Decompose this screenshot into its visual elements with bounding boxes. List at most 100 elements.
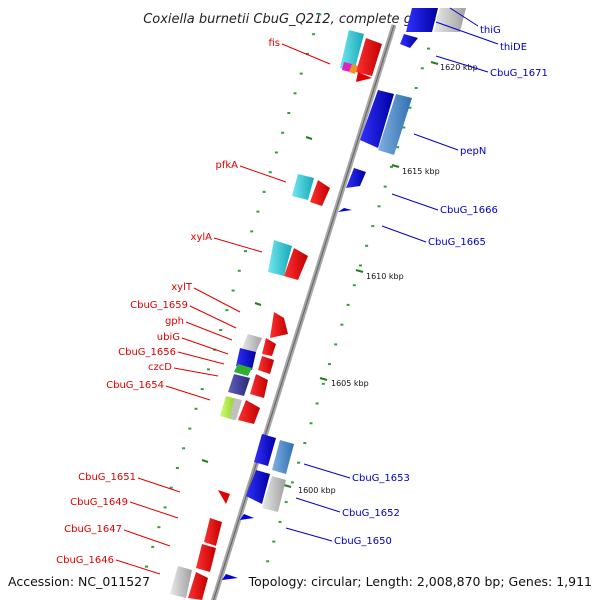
tick-mark [274,151,278,154]
gene-CbuG_1646-cog [170,566,192,598]
label-thiG: thiG [480,25,501,36]
tick-mark [371,225,375,228]
label-thiDE: thiDE [500,42,527,53]
tick-mark [231,289,235,292]
gene-CbuG_1649 [204,518,222,546]
label-CbuG_1652: CbuG_1652 [342,508,400,519]
tick-mark [256,210,260,213]
tick-mark [340,323,344,326]
label-CbuG_1653: CbuG_1653 [352,473,410,484]
gene-ubiG-cog [234,364,252,376]
label-ubiG: ubiG [157,332,180,343]
label-CbuG_1646: CbuG_1646 [56,555,114,566]
gene-pfkA [310,180,330,206]
gene-pfkA-cog [292,174,314,200]
gene-czcD-cog2 [230,398,242,420]
scale-label-1610: 1610 kbp [366,272,404,281]
tick-mark [206,368,210,371]
gene-CbuG_1654 [238,400,260,424]
label-CbuG_1665: CbuG_1665 [428,237,486,248]
tick-mark [200,388,204,391]
tick-mark [250,230,254,233]
tick-tracks [145,13,430,568]
gene-CbuG_1659 [262,338,276,356]
topology-text: Topology: circular; Length: 2,008,870 bp… [248,574,592,589]
gene-xylA [284,248,308,280]
tick-mark [321,382,325,385]
tick-mark [163,506,167,509]
tick-mark [328,363,331,366]
tick-mark [175,467,179,469]
gene-thiG [406,8,438,32]
forward-strand-genes [170,30,382,600]
gene-CbuG_1653 [254,434,276,466]
gene-thiDE [400,34,418,48]
reverse-strand-genes [222,8,466,580]
genome-backbone [210,24,397,600]
gene-CbuG_1652-cog [262,476,286,512]
tick-mark [299,72,303,75]
gene-fis-cog3 [349,64,358,74]
tick-mark [315,402,319,405]
scale-labels: 1620 kbp 1615 kbp 1610 kbp 1605 kbp 1600… [298,63,478,495]
label-xylT: xylT [171,282,193,293]
scale-label-1620: 1620 kbp [440,63,478,72]
tick-mark [352,284,356,287]
tick-mark [414,87,418,89]
tick-mark [219,329,223,331]
tick-mark [293,92,297,95]
scale-label-1605: 1605 kbp [331,379,369,388]
label-gph: gph [165,316,184,327]
gene-xylA-cog [268,240,292,276]
gene-fis-cog [340,30,364,72]
tick-mark [334,343,338,346]
label-CbuG_1647: CbuG_1647 [64,524,122,535]
gene-fis-b [356,72,372,82]
reverse-gene-labels: thiG thiDE CbuG_1671 pepN CbuG_1666 CbuG… [334,25,548,547]
gene-fis-cog2 [342,62,352,72]
label-CbuG_1654: CbuG_1654 [106,380,164,391]
tick-mark [383,185,387,188]
gene-fis [356,38,382,76]
gene-gph [258,356,274,374]
tick-mark [169,486,173,489]
tick-mark [290,481,294,484]
tick-mark [377,205,381,208]
tick-mark [262,190,266,193]
tick-mark [284,501,288,504]
gene-CbuG_1646 [188,572,208,600]
gene-CbuG_1656-cog [228,374,250,396]
tick-mark [312,33,316,36]
tick-mark [297,461,301,464]
label-CbuG_1651: CbuG_1651 [78,472,136,483]
label-pfkA: pfkA [216,160,239,171]
tick-mark [268,171,272,174]
tick-mark [281,131,285,134]
tick-mark [389,165,393,168]
label-CbuG_1656: CbuG_1656 [118,347,176,358]
label-pepN: pepN [460,146,486,157]
tick-mark [309,422,313,425]
tick-mark [365,244,369,247]
tick-mark [402,126,406,129]
tick-mark [303,442,307,444]
gene-CbuG_1646-rev [222,574,238,580]
tick-mark [272,540,276,543]
gene-CbuG_1656 [250,374,268,398]
accession-text: Accession: NC_011527 [8,574,150,589]
scale-major-ticks [201,61,439,488]
tick-mark [305,52,309,55]
label-CbuG_1649: CbuG_1649 [70,497,128,508]
tick-mark [237,269,241,272]
reverse-label-leaders [285,7,499,542]
gene-CbuG_1659-cog [242,334,262,352]
tick-mark [396,146,400,149]
scale-label-1600: 1600 kbp [298,486,336,495]
gene-thiDE-cog [434,8,466,32]
label-fis: fis [268,38,280,49]
tick-mark [194,407,198,410]
tick-mark [420,67,424,70]
label-CbuG_1650: CbuG_1650 [334,536,392,547]
tick-mark [145,565,148,568]
